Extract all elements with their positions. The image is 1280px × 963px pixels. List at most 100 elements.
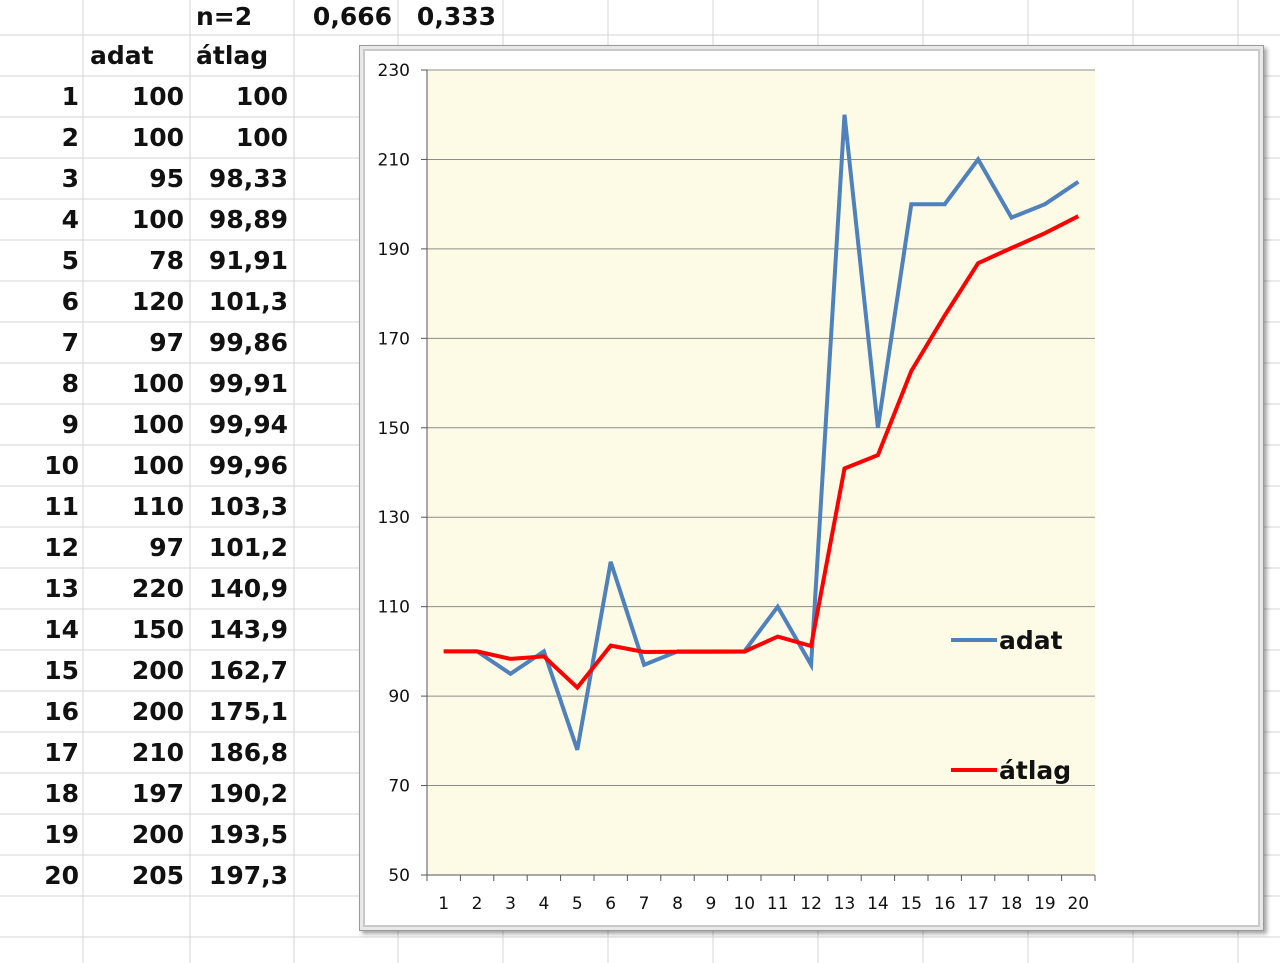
adat-cell[interactable]: 220 — [131, 574, 184, 603]
n-cell[interactable]: n=2 — [196, 2, 253, 31]
row-index-cell[interactable]: 10 — [44, 451, 79, 480]
atlag-cell[interactable]: 101,3 — [208, 287, 288, 316]
chart-frame[interactable]: 50 70 90 110 130 150 170 190 210 230 1 2 3 4 5 6 7 8 9 10 11… — [359, 45, 1264, 931]
y-tick-label: 170 — [378, 329, 410, 349]
header-atlag[interactable]: átlag — [196, 41, 269, 70]
atlag-cell[interactable]: 186,8 — [208, 738, 288, 767]
adat-cell[interactable]: 100 — [131, 410, 184, 439]
row-index-cell[interactable]: 15 — [44, 656, 79, 685]
row-index-cell[interactable]: 18 — [44, 779, 79, 808]
adat-cell[interactable]: 205 — [131, 861, 184, 890]
adat-cell[interactable]: 100 — [131, 451, 184, 480]
atlag-cell[interactable]: 99,86 — [208, 328, 288, 357]
atlag-cell[interactable]: 197,3 — [208, 861, 288, 890]
y-tick-label: 70 — [388, 777, 410, 797]
adat-cell[interactable]: 97 — [149, 328, 184, 357]
x-tick-label: 18 — [1001, 894, 1023, 914]
y-tick-label: 90 — [388, 687, 410, 707]
atlag-cell[interactable]: 100 — [235, 123, 288, 152]
adat-cell[interactable]: 100 — [131, 205, 184, 234]
row-index-cell[interactable]: 20 — [44, 861, 79, 890]
y-tick-label: 210 — [378, 150, 410, 170]
atlag-cell[interactable]: 98,89 — [208, 205, 288, 234]
plot-area — [427, 70, 1095, 875]
adat-cell[interactable]: 100 — [131, 369, 184, 398]
adat-cell[interactable]: 210 — [131, 738, 184, 767]
adat-cell[interactable]: 200 — [131, 697, 184, 726]
y-tick-label: 130 — [378, 508, 410, 528]
adat-cell[interactable]: 120 — [131, 287, 184, 316]
adat-cell[interactable]: 110 — [131, 492, 184, 521]
series-line-atlag — [443, 214, 1080, 691]
x-tick-label: 19 — [1034, 894, 1056, 914]
beta-cell[interactable]: 0,333 — [416, 2, 496, 31]
atlag-cell[interactable]: 99,91 — [208, 369, 288, 398]
series-line-adat — [443, 114, 1080, 751]
x-tick-label: 5 — [572, 894, 583, 914]
row-index-cell[interactable]: 9 — [61, 410, 79, 439]
x-tick-label: 10 — [733, 894, 755, 914]
y-tick-label: 190 — [378, 240, 410, 260]
adat-cell[interactable]: 200 — [131, 820, 184, 849]
x-tick-label: 11 — [767, 894, 789, 914]
x-tick-label: 14 — [867, 894, 889, 914]
atlag-cell[interactable]: 99,96 — [208, 451, 288, 480]
atlag-cell[interactable]: 91,91 — [208, 246, 288, 275]
row-index-cell[interactable]: 19 — [44, 820, 79, 849]
row-index-cell[interactable]: 17 — [44, 738, 79, 767]
y-tick-label: 230 — [378, 61, 410, 81]
row-index-cell[interactable]: 3 — [61, 164, 79, 193]
x-tick-label: 9 — [705, 894, 716, 914]
row-index-cell[interactable]: 4 — [61, 205, 79, 234]
row-index-cell[interactable]: 13 — [44, 574, 79, 603]
x-tick-label: 4 — [538, 894, 549, 914]
adat-cell[interactable]: 78 — [149, 246, 184, 275]
x-tick-label: 20 — [1067, 894, 1089, 914]
atlag-cell[interactable]: 101,2 — [208, 533, 288, 562]
row-index-cell[interactable]: 14 — [44, 615, 79, 644]
x-tick-label: 13 — [834, 894, 856, 914]
x-tick-label: 16 — [934, 894, 956, 914]
x-tick-label: 15 — [900, 894, 922, 914]
x-tick-label: 17 — [967, 894, 989, 914]
header-adat[interactable]: adat — [90, 41, 154, 70]
atlag-cell[interactable]: 162,7 — [208, 656, 288, 685]
row-index-cell[interactable]: 6 — [61, 287, 79, 316]
atlag-cell[interactable]: 99,94 — [208, 410, 288, 439]
adat-cell[interactable]: 150 — [131, 615, 184, 644]
row-index-cell[interactable]: 5 — [61, 246, 79, 275]
adat-cell[interactable]: 200 — [131, 656, 184, 685]
adat-cell[interactable]: 100 — [131, 82, 184, 111]
alpha-cell[interactable]: 0,666 — [312, 2, 392, 31]
row-index-cell[interactable]: 8 — [61, 369, 79, 398]
atlag-cell[interactable]: 98,33 — [208, 164, 288, 193]
atlag-cell[interactable]: 175,1 — [208, 697, 288, 726]
row-index-cell[interactable]: 7 — [61, 328, 79, 357]
adat-cell[interactable]: 95 — [149, 164, 184, 193]
legend-label-atlag: átlag — [999, 756, 1071, 785]
row-index-cell[interactable]: 1 — [61, 82, 79, 111]
atlag-cell[interactable]: 143,9 — [208, 615, 288, 644]
atlag-cell[interactable]: 103,3 — [208, 492, 288, 521]
adat-cell[interactable]: 97 — [149, 533, 184, 562]
adat-cell[interactable]: 100 — [131, 123, 184, 152]
x-tick-label: 3 — [505, 894, 516, 914]
atlag-cell[interactable]: 140,9 — [208, 574, 288, 603]
y-tick-label: 110 — [378, 598, 410, 618]
row-index-cell[interactable]: 11 — [44, 492, 79, 521]
row-index-cell[interactable]: 2 — [61, 123, 79, 152]
x-tick-label: 1 — [438, 894, 449, 914]
row-index-cell[interactable]: 16 — [44, 697, 79, 726]
x-tick-label: 6 — [605, 894, 616, 914]
atlag-cell[interactable]: 100 — [235, 82, 288, 111]
x-tick-label: 12 — [800, 894, 822, 914]
atlag-cell[interactable]: 193,5 — [208, 820, 288, 849]
legend-label-adat: adat — [999, 626, 1063, 655]
row-index-cell[interactable]: 12 — [44, 533, 79, 562]
atlag-cell[interactable]: 190,2 — [208, 779, 288, 808]
x-tick-label: 8 — [672, 894, 683, 914]
x-tick-label: 2 — [472, 894, 483, 914]
adat-cell[interactable]: 197 — [131, 779, 184, 808]
y-tick-label: 150 — [378, 419, 410, 439]
